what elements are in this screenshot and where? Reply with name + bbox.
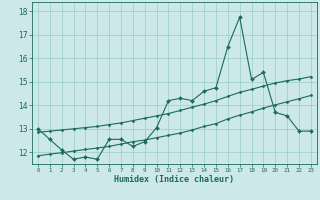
X-axis label: Humidex (Indice chaleur): Humidex (Indice chaleur) (115, 175, 234, 184)
